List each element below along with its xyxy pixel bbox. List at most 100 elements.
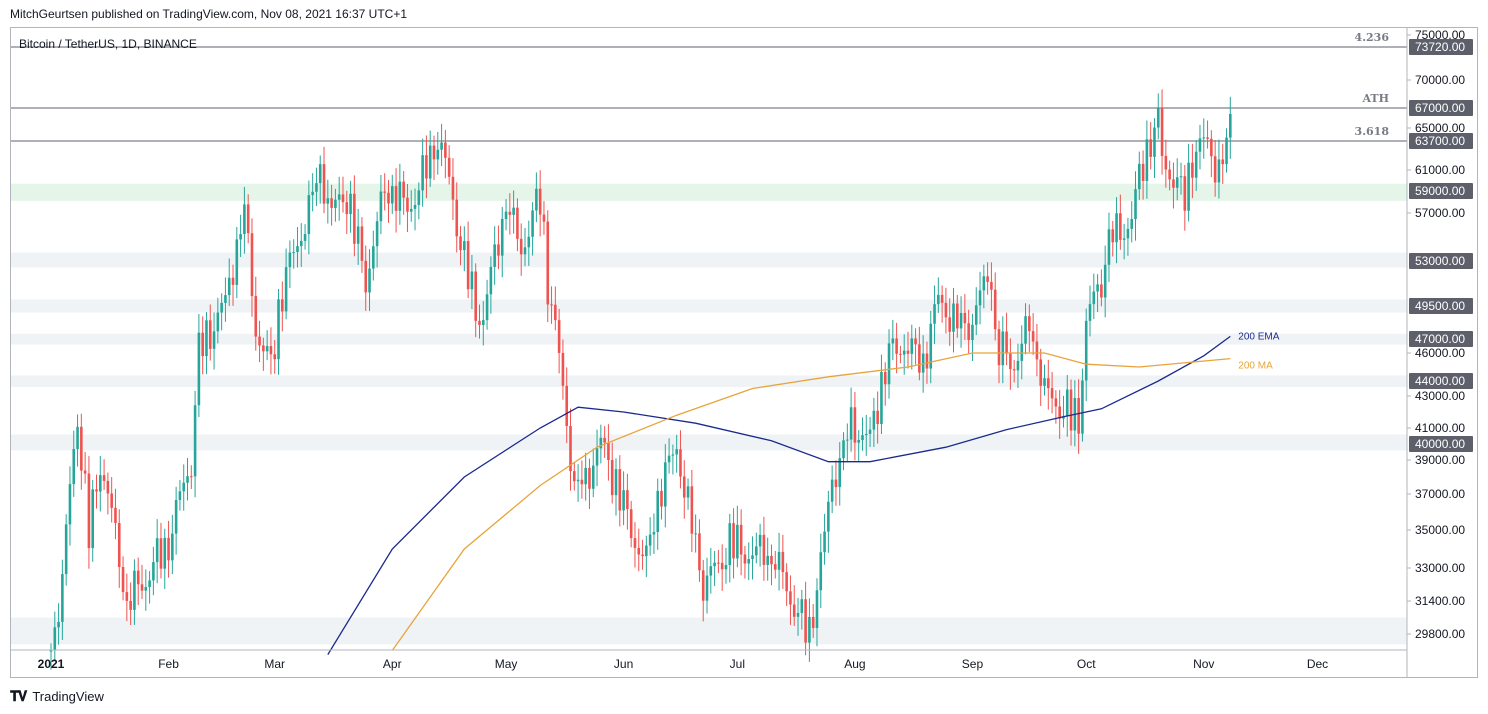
- price-label-6: 47000.00: [1415, 332, 1465, 346]
- candle-246: [982, 264, 986, 309]
- candle-170: [694, 514, 697, 553]
- candle-94: [406, 184, 409, 233]
- candle-44: [216, 297, 220, 344]
- candle-106: [451, 158, 455, 221]
- zones-layer: [11, 183, 1407, 645]
- candle-168: [686, 478, 690, 510]
- candle-264: [1050, 371, 1054, 414]
- candle-283: [1122, 223, 1126, 260]
- candle-67: [303, 224, 307, 250]
- candle-200: [808, 598, 811, 662]
- candle-268: [1065, 375, 1069, 437]
- candle-23: [136, 557, 140, 606]
- candle-241: [963, 294, 967, 341]
- ref-label-1: ATH: [1361, 92, 1389, 105]
- candle-12: [95, 474, 98, 509]
- candle-167: [682, 460, 686, 519]
- candle-184: [747, 542, 751, 581]
- candle-143: [591, 448, 595, 498]
- candle-298: [1179, 162, 1183, 195]
- candle-238: [952, 287, 955, 353]
- price-chart[interactable]: 4.236 ATH 3.618 200 EMA 200 MA 75000.00 7000…: [11, 28, 1477, 677]
- candle-36: [186, 458, 189, 501]
- candle-113: [478, 304, 481, 339]
- tradingview-logo[interactable]: 𝐓𝐕 TradingView: [10, 688, 104, 705]
- candle-256: [1020, 325, 1024, 380]
- candle-204: [823, 513, 826, 565]
- price-label-7: 44000.00: [1415, 374, 1465, 388]
- candle-211: [849, 387, 853, 452]
- candle-244: [974, 287, 978, 336]
- candle-308: [1217, 139, 1221, 199]
- candle-174: [709, 548, 713, 594]
- candle-311: [1229, 96, 1232, 159]
- candle-260: [1035, 324, 1039, 377]
- candle-301: [1191, 143, 1194, 199]
- candle-224: [899, 345, 902, 364]
- candle-207: [834, 460, 838, 506]
- candle-291: [1153, 118, 1156, 179]
- candle-138: [572, 462, 576, 491]
- candle-84: [368, 249, 371, 311]
- zone-3: [11, 333, 1407, 345]
- candle-182: [739, 509, 743, 576]
- candle-75: [334, 188, 337, 222]
- candle-227: [910, 324, 914, 370]
- candle-253: [1009, 338, 1012, 390]
- candle-280: [1111, 220, 1115, 257]
- candle-261: [1039, 348, 1043, 406]
- candle-212: [853, 392, 857, 461]
- candle-285: [1130, 201, 1134, 243]
- candle-187: [758, 523, 762, 567]
- candle-305: [1206, 120, 1209, 149]
- time-axis[interactable]: 2021 Feb Mar Apr May Jun Jul Aug Sep Oct Nov Dec: [38, 657, 1329, 671]
- candle-219: [880, 354, 883, 435]
- candle-294: [1164, 139, 1168, 188]
- candle-86: [375, 211, 379, 268]
- candle-171: [698, 519, 701, 582]
- candle-82: [360, 217, 364, 273]
- candle-49: [235, 226, 239, 299]
- price-label-box-5: [1409, 298, 1473, 314]
- candle-190: [770, 544, 773, 586]
- candle-42: [208, 304, 212, 361]
- candle-147: [607, 424, 610, 481]
- attribution-text: MitchGeurtsen published on TradingView.c…: [10, 7, 408, 21]
- candle-173: [705, 557, 709, 614]
- candle-247: [986, 262, 989, 295]
- candle-80: [353, 175, 356, 257]
- candle-236: [944, 287, 948, 334]
- candle-169: [690, 469, 694, 553]
- candle-228: [914, 328, 917, 365]
- candle-79: [349, 180, 352, 233]
- chart-frame[interactable]: 4.236 ATH 3.618 200 EMA 200 MA 75000.00 7000…: [10, 27, 1478, 678]
- candle-114: [481, 301, 485, 346]
- candle-58: [269, 327, 273, 375]
- candle-64: [292, 239, 295, 269]
- candle-103: [440, 123, 443, 167]
- price-label-box-0: [1409, 39, 1473, 55]
- candle-186: [755, 532, 758, 564]
- candle-161: [660, 478, 663, 520]
- price-label-4: 53000.00: [1415, 254, 1465, 268]
- zone-5: [11, 434, 1407, 451]
- candle-233: [933, 285, 936, 344]
- candle-201: [811, 604, 815, 638]
- y-tick-13: 29800.00: [1415, 627, 1465, 641]
- logo-text: TradingView: [32, 689, 104, 704]
- price-axis[interactable]: 75000.00 70000.00 65000.00 61000.00 57000.00…: [1407, 28, 1473, 641]
- zone-1: [11, 252, 1407, 268]
- candle-272: [1081, 368, 1084, 442]
- candle-33: [174, 486, 178, 555]
- candle-48: [231, 264, 235, 306]
- candle-180: [732, 508, 735, 579]
- candle-206: [830, 465, 834, 514]
- candle-11: [91, 479, 95, 562]
- candle-185: [751, 536, 754, 580]
- candle-136: [565, 367, 569, 444]
- candle-248: [990, 262, 993, 311]
- candle-125: [523, 227, 527, 267]
- candle-191: [773, 550, 777, 579]
- candle-74: [330, 184, 333, 226]
- candle-160: [656, 478, 660, 550]
